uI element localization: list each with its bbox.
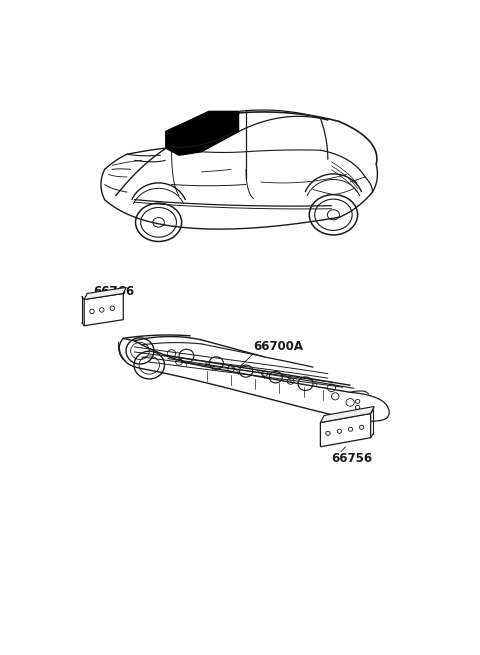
Polygon shape: [84, 288, 126, 299]
Text: 66766: 66766: [94, 285, 134, 298]
Text: 66700A: 66700A: [253, 341, 303, 354]
Polygon shape: [166, 111, 239, 155]
Text: 66756: 66756: [332, 452, 372, 465]
Polygon shape: [321, 413, 371, 447]
Polygon shape: [321, 406, 374, 422]
Polygon shape: [84, 293, 123, 326]
